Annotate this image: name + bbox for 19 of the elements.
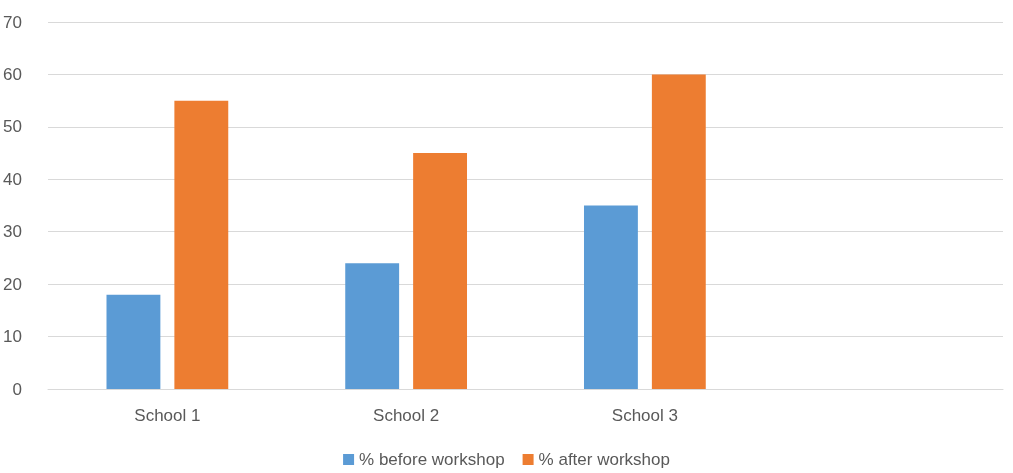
legend-label: % before workshop xyxy=(359,450,505,469)
bar xyxy=(651,74,706,389)
y-tick-label: 60 xyxy=(3,64,22,84)
y-tick-label: 0 xyxy=(12,379,22,399)
y-tick-label: 20 xyxy=(3,274,22,294)
bar xyxy=(174,100,229,389)
bar xyxy=(106,294,161,389)
y-tick-label: 30 xyxy=(3,222,22,242)
bar xyxy=(413,153,468,389)
y-tick-label: 50 xyxy=(3,117,22,137)
x-tick-label: School 2 xyxy=(373,406,440,425)
bar xyxy=(345,263,400,389)
x-tick-label: School 1 xyxy=(134,406,201,425)
y-tick-label: 10 xyxy=(3,327,22,347)
y-tick-label: 70 xyxy=(3,12,22,32)
x-tick-label: School 3 xyxy=(611,406,678,425)
bar xyxy=(583,205,638,389)
y-tick-label: 40 xyxy=(3,169,22,189)
legend-label: % after workshop xyxy=(538,450,670,469)
